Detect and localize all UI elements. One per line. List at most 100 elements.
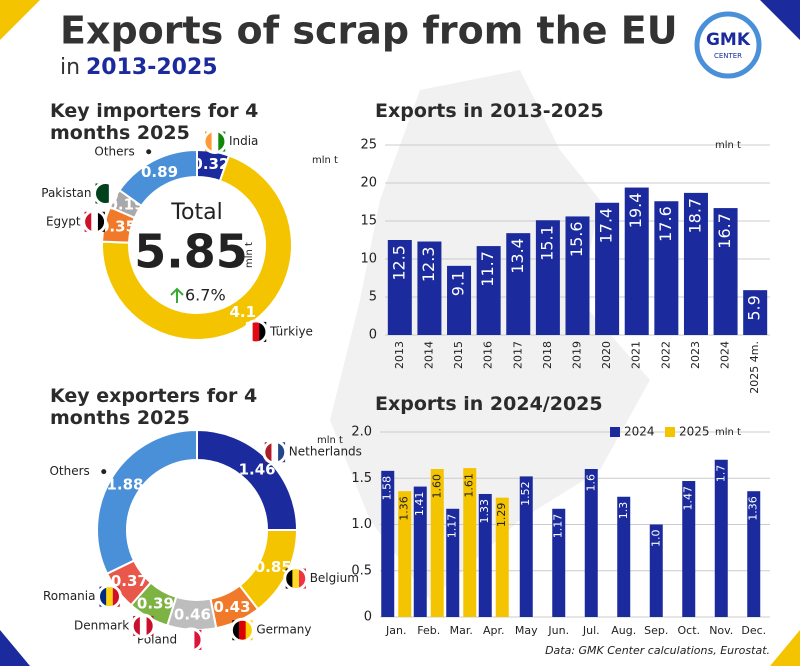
flag xyxy=(285,568,293,589)
value-label: 18.7 xyxy=(685,198,704,234)
category-label: Others xyxy=(94,144,134,158)
chart-title: Exports in 2024/2025 xyxy=(375,393,603,415)
bar xyxy=(519,476,533,617)
category-label: India xyxy=(229,134,258,148)
category-label: Türkiye xyxy=(269,324,313,338)
x-tick-label: 2017 xyxy=(511,341,524,369)
flag xyxy=(245,321,253,342)
flag xyxy=(97,211,105,232)
category-label: Denmark xyxy=(74,618,129,632)
flag xyxy=(232,620,240,641)
subtitle: 2013-2025 xyxy=(86,55,218,80)
value-label: 1.3 xyxy=(617,502,630,520)
bar xyxy=(381,470,395,617)
chart-title: Exports in 2013-2025 xyxy=(375,100,604,122)
x-tick-label: 2018 xyxy=(541,341,554,369)
flag xyxy=(278,442,286,463)
flag xyxy=(252,321,260,342)
logo xyxy=(694,11,762,79)
unit-label: mln t xyxy=(312,155,338,166)
value-label: 19.4 xyxy=(626,193,645,229)
bar xyxy=(447,265,472,335)
value-label: 1.29 xyxy=(495,503,508,528)
bar xyxy=(495,497,509,617)
flag-border xyxy=(229,617,255,643)
bar xyxy=(387,240,412,335)
flag-border xyxy=(178,627,204,653)
bar xyxy=(682,481,696,617)
value-label: 1.58 xyxy=(381,476,394,501)
y-tick-label: 15 xyxy=(360,214,377,229)
category-label: Romania xyxy=(43,589,95,603)
x-tick-label: Sep. xyxy=(644,624,668,637)
chart-title: Key importers for 4 months 2025 xyxy=(50,100,259,144)
bar xyxy=(446,508,460,617)
category-label: Pakistan xyxy=(41,186,91,200)
y-tick-label: 1.0 xyxy=(351,517,372,532)
y-tick-label: 10 xyxy=(360,252,377,267)
category-label: Others xyxy=(49,464,89,478)
value-label: 0.46 xyxy=(174,605,211,623)
value-label: 1.36 xyxy=(398,496,411,521)
page-title: Exports of scrap from the EU xyxy=(60,9,678,53)
bar xyxy=(683,192,708,335)
value-label: 1.52 xyxy=(519,481,532,506)
x-tick-label: 2022 xyxy=(659,341,672,369)
flag-border xyxy=(130,613,156,639)
value-label: 4.1 xyxy=(229,303,256,321)
value-label: 1.36 xyxy=(747,496,760,521)
flag xyxy=(245,620,253,641)
x-tick-label: 2025 4m. xyxy=(748,341,761,394)
x-tick-label: Dec. xyxy=(741,624,766,637)
value-label: 0.85 xyxy=(255,558,292,576)
logo-text: CENTER xyxy=(714,52,742,60)
value-label: 1.46 xyxy=(239,460,276,478)
y-tick-label: 5 xyxy=(369,290,377,305)
flag xyxy=(211,131,219,152)
value-label: 12.5 xyxy=(389,245,408,281)
value-label: 15.1 xyxy=(537,225,556,261)
x-tick-label: Nov. xyxy=(709,624,733,637)
bar xyxy=(476,246,501,335)
bar xyxy=(552,508,566,617)
flag xyxy=(264,442,272,463)
flag xyxy=(259,321,267,342)
chart-title: Key exporters for 4 months 2025 xyxy=(50,385,258,429)
bar xyxy=(413,486,427,617)
x-tick-label: 2014 xyxy=(422,341,435,369)
legend-key xyxy=(610,427,620,437)
value-label: 1.17 xyxy=(552,514,565,539)
value-label: 5.9 xyxy=(745,295,764,320)
value-label: 1.0 xyxy=(649,530,662,548)
flag xyxy=(218,131,226,152)
bar xyxy=(747,491,761,617)
center-label: Total xyxy=(170,200,222,225)
flag xyxy=(299,568,306,589)
slice xyxy=(118,148,198,208)
category-label: Egypt xyxy=(46,214,81,228)
value-label: 15.6 xyxy=(567,221,586,257)
corner xyxy=(0,630,30,666)
legend-label: 2024 xyxy=(624,425,655,439)
value-label: 12.3 xyxy=(419,247,438,283)
bar xyxy=(743,290,768,335)
bar xyxy=(595,202,620,335)
value-label: 17.4 xyxy=(597,208,616,244)
flag xyxy=(292,568,300,589)
value-label: 0.39 xyxy=(137,595,174,613)
y-tick-label: 0.5 xyxy=(351,563,372,578)
bar xyxy=(506,233,531,335)
value-label: 1.61 xyxy=(463,473,476,498)
bar xyxy=(649,524,663,617)
x-tick-label: 2013 xyxy=(393,341,406,369)
legend-key xyxy=(665,427,675,437)
x-tick-label: 2020 xyxy=(600,341,613,369)
flag xyxy=(99,586,107,607)
change-label: 6.7% xyxy=(185,286,226,305)
bar xyxy=(430,469,444,617)
x-tick-label: Jul. xyxy=(582,624,600,637)
x-tick-label: Mar. xyxy=(450,624,473,637)
center-unit: mln t xyxy=(244,242,255,268)
flag xyxy=(239,620,246,641)
